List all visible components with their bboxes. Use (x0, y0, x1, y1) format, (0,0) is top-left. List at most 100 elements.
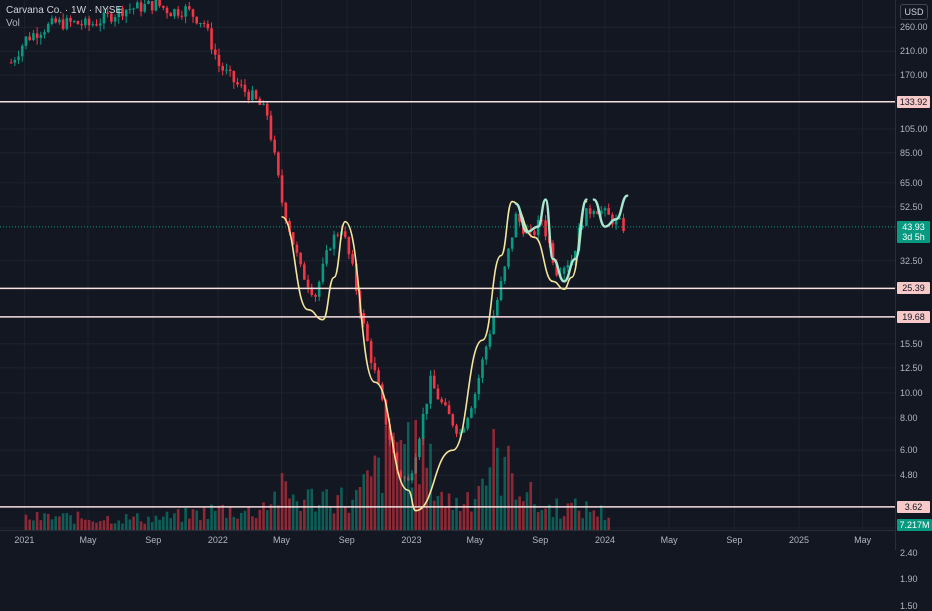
volume-bar-100 (395, 441, 399, 530)
candle-body-11 (50, 18, 54, 24)
candle-body-137 (518, 213, 521, 223)
candle-body-36 (143, 3, 147, 12)
volume-bar-15 (80, 518, 83, 530)
candle-body-9 (43, 32, 46, 35)
candle-body-128 (484, 346, 488, 360)
level-label-2: 19.68 (897, 310, 930, 323)
candle-body-125 (473, 394, 477, 409)
volume-bar-21 (102, 520, 106, 530)
candle-body-108 (410, 473, 414, 481)
volume-bar-88 (351, 499, 354, 530)
current-price-value: 43.93 (902, 221, 925, 232)
candle-body-58 (225, 69, 228, 71)
candle-body-86 (329, 248, 332, 251)
volume-bar-52 (217, 505, 221, 530)
candle-body-26 (106, 12, 109, 14)
candle-body-152 (573, 250, 577, 261)
volume-bar-42 (180, 521, 184, 530)
volume-bar-129 (503, 456, 507, 530)
candle-body-69 (265, 103, 269, 116)
volume-bar-14 (76, 511, 80, 530)
volume-bar-51 (213, 510, 217, 530)
candle-body-66 (254, 90, 258, 99)
time-tick-6: 2023 (401, 535, 422, 545)
level-label-1: 25.39 (897, 282, 930, 295)
time-tick-5: Sep (338, 535, 355, 545)
volume-bar-60 (247, 507, 250, 530)
candle-body-135 (510, 237, 514, 249)
chart-svg (0, 0, 895, 607)
candle-body-141 (533, 231, 536, 236)
candle-body-21 (87, 18, 91, 26)
volume-bar-68 (277, 505, 280, 530)
candle-body-60 (232, 70, 236, 83)
teal-pattern-curve-2 (592, 194, 629, 228)
time-tick-9: 2024 (594, 535, 615, 545)
volume-bar-104 (410, 487, 414, 530)
volume-bar-53 (221, 504, 224, 530)
volume-bar-90 (358, 486, 362, 530)
volume-bar-141 (548, 504, 551, 530)
price-tick-8: 15.50 (900, 338, 923, 349)
volume-bar-73 (295, 501, 299, 530)
candle-body-160 (603, 208, 607, 211)
volume-bar-0 (24, 514, 28, 530)
candle-body-32 (128, 9, 132, 11)
volume-bar-50 (210, 504, 213, 530)
volume-bar-46 (195, 510, 199, 530)
price-chart[interactable]: Carvana Co. · 1W · NYSE Vol (0, 0, 895, 607)
candle-body-101 (384, 399, 388, 425)
candle-body-112 (425, 403, 429, 414)
volume-bar-78 (314, 511, 317, 530)
volume-bar-32 (143, 523, 147, 530)
volume-bar-155 (599, 505, 603, 530)
volume-bar-79 (317, 504, 321, 530)
volume-bar-19 (95, 522, 98, 530)
volume-bar-55 (228, 507, 232, 530)
candle-body-85 (325, 250, 328, 264)
volume-bar-86 (343, 507, 347, 530)
volume-bar-44 (187, 518, 191, 530)
candle-body-155 (585, 208, 588, 226)
volume-bar-16 (84, 519, 87, 530)
candle-body-25 (102, 12, 106, 24)
candle-body-92 (351, 254, 354, 264)
volume-bar-134 (522, 501, 525, 530)
candle-body-121 (458, 432, 462, 434)
volume-bar-59 (243, 510, 247, 530)
candle-body-123 (466, 417, 469, 429)
candle-body-161 (607, 208, 610, 215)
price-tick-3: 105.00 (900, 124, 928, 135)
volume-bar-127 (496, 447, 499, 530)
volume-bar-62 (254, 518, 258, 530)
level-label-3: 3.62 (897, 500, 930, 513)
time-tick-7: May (466, 535, 484, 545)
price-axis[interactable]: USD 260.00 210.00 170.00 105.00 85.00 65.00 52… (895, 0, 932, 611)
candle-body-2 (17, 56, 20, 61)
volume-bar-31 (139, 521, 143, 530)
volume-bar-9 (58, 516, 61, 530)
volume-bar-11 (65, 513, 69, 530)
volume-bar-97 (384, 426, 388, 530)
candle-body-158 (596, 211, 599, 215)
volume-bar-136 (529, 482, 533, 530)
symbol-title[interactable]: Carvana Co. · 1W · NYSE (6, 5, 123, 16)
volume-bar-57 (236, 518, 239, 530)
candle-body-126 (477, 377, 481, 395)
volume-bar-137 (533, 504, 536, 530)
currency-button[interactable]: USD (900, 4, 928, 20)
volume-legend-label: Vol (6, 18, 20, 29)
volume-bar-81 (325, 489, 328, 530)
volume-bar-138 (536, 512, 540, 530)
volume-bar-66 (269, 504, 273, 530)
volume-bar-153 (592, 510, 596, 530)
volume-bar-110 (432, 500, 436, 530)
candle-body-93 (355, 263, 358, 291)
candle-body-56 (217, 54, 221, 67)
candle-body-157 (592, 211, 596, 214)
time-axis[interactable]: 2021 May Sep 2022 May Sep 2023 May Sep 2024 May Sep… (0, 530, 895, 551)
yellow-pattern-curve-0 (281, 216, 346, 321)
volume-bar-27 (124, 514, 128, 530)
price-tick-16: 1.90 (900, 574, 918, 585)
candle-body-127 (481, 359, 484, 378)
